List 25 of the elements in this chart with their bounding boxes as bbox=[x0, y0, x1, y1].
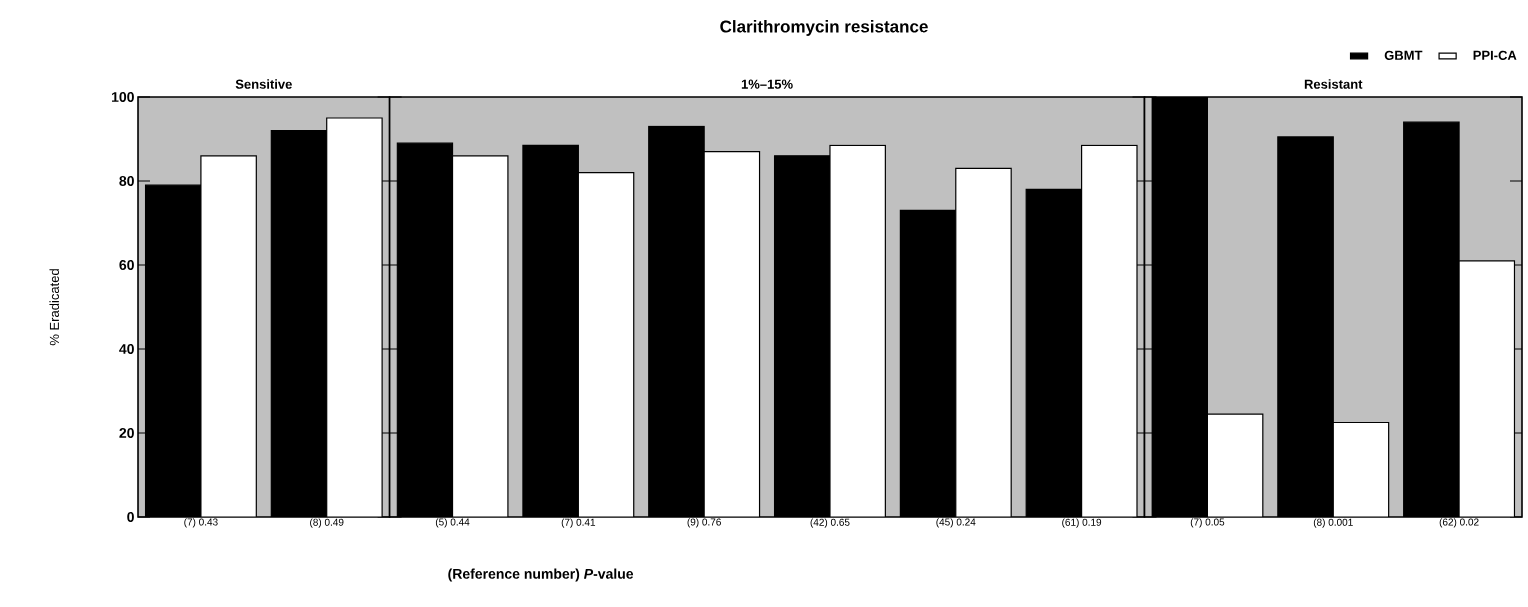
x-tick-label: (42) 0.65 bbox=[810, 518, 850, 528]
x-tick-label: (45) 0.24 bbox=[936, 518, 976, 528]
x-tick-label: (5) 0.44 bbox=[435, 518, 470, 528]
x-axis-title: (Reference number) P-value bbox=[448, 568, 634, 582]
x-tick-label: (62) 0.02 bbox=[1439, 518, 1479, 528]
y-axis-title: % Eradicated bbox=[49, 269, 59, 346]
x-tick-label: (7) 0.05 bbox=[1190, 518, 1225, 528]
y-tick-label: 20 bbox=[119, 428, 134, 438]
x-tick-label: (7) 0.43 bbox=[184, 518, 218, 528]
y-tick-label: 60 bbox=[119, 260, 134, 270]
x-tick-label: (9) 0.76 bbox=[687, 518, 721, 528]
x-tick-label: (61) 0.19 bbox=[1062, 518, 1102, 528]
y-tick-label: 0 bbox=[127, 512, 134, 522]
chart-title: 1%–15% bbox=[741, 79, 793, 89]
y-tick-label: 100 bbox=[112, 92, 134, 102]
legend-label: GBMT bbox=[1384, 50, 1423, 60]
text: Clarithromycin resistance bbox=[720, 20, 928, 36]
x-tick-label: (8) 0.001 bbox=[1313, 518, 1353, 528]
x-tick-label: (7) 0.41 bbox=[561, 518, 596, 528]
legend-label: PPI-CA bbox=[1473, 50, 1517, 60]
x-tick-label: (8) 0.49 bbox=[310, 518, 344, 528]
y-tick-label: 40 bbox=[119, 344, 134, 354]
chart-title: Sensitive bbox=[235, 79, 292, 89]
chart-title: Resistant bbox=[1304, 79, 1363, 89]
y-tick-label: 80 bbox=[119, 176, 134, 186]
